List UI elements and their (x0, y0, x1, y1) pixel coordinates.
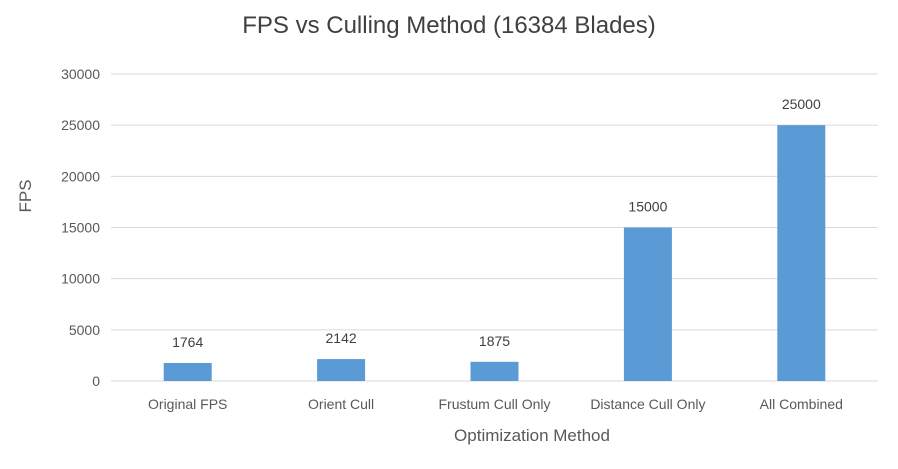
x-axis-label: Optimization Method (454, 426, 610, 445)
x-tick-label: Distance Cull Only (590, 396, 705, 412)
y-axis-label: FPS (16, 179, 35, 212)
data-label: 25000 (782, 96, 821, 112)
data-label: 1875 (479, 333, 510, 349)
x-tick-label: All Combined (760, 396, 843, 412)
chart-title: FPS vs Culling Method (16384 Blades) (242, 12, 656, 39)
y-tick-label: 10000 (61, 271, 100, 287)
y-tick-label: 0 (92, 373, 100, 389)
y-tick-label: 25000 (61, 117, 100, 133)
y-tick-label: 5000 (69, 322, 100, 338)
data-label: 2142 (326, 330, 357, 346)
bar (777, 125, 826, 382)
y-tick-label: 20000 (61, 168, 100, 184)
data-label: 15000 (628, 199, 667, 215)
x-tick-label: Frustum Cull Only (438, 396, 550, 412)
bar (163, 362, 212, 381)
bar (317, 359, 366, 381)
bar (623, 227, 672, 381)
y-tick-label: 15000 (61, 220, 100, 236)
y-tick-label: 30000 (61, 66, 100, 82)
x-tick-label: Original FPS (148, 396, 227, 412)
bar (470, 361, 519, 381)
data-label: 1764 (172, 334, 203, 350)
x-tick-label: Orient Cull (308, 396, 374, 412)
